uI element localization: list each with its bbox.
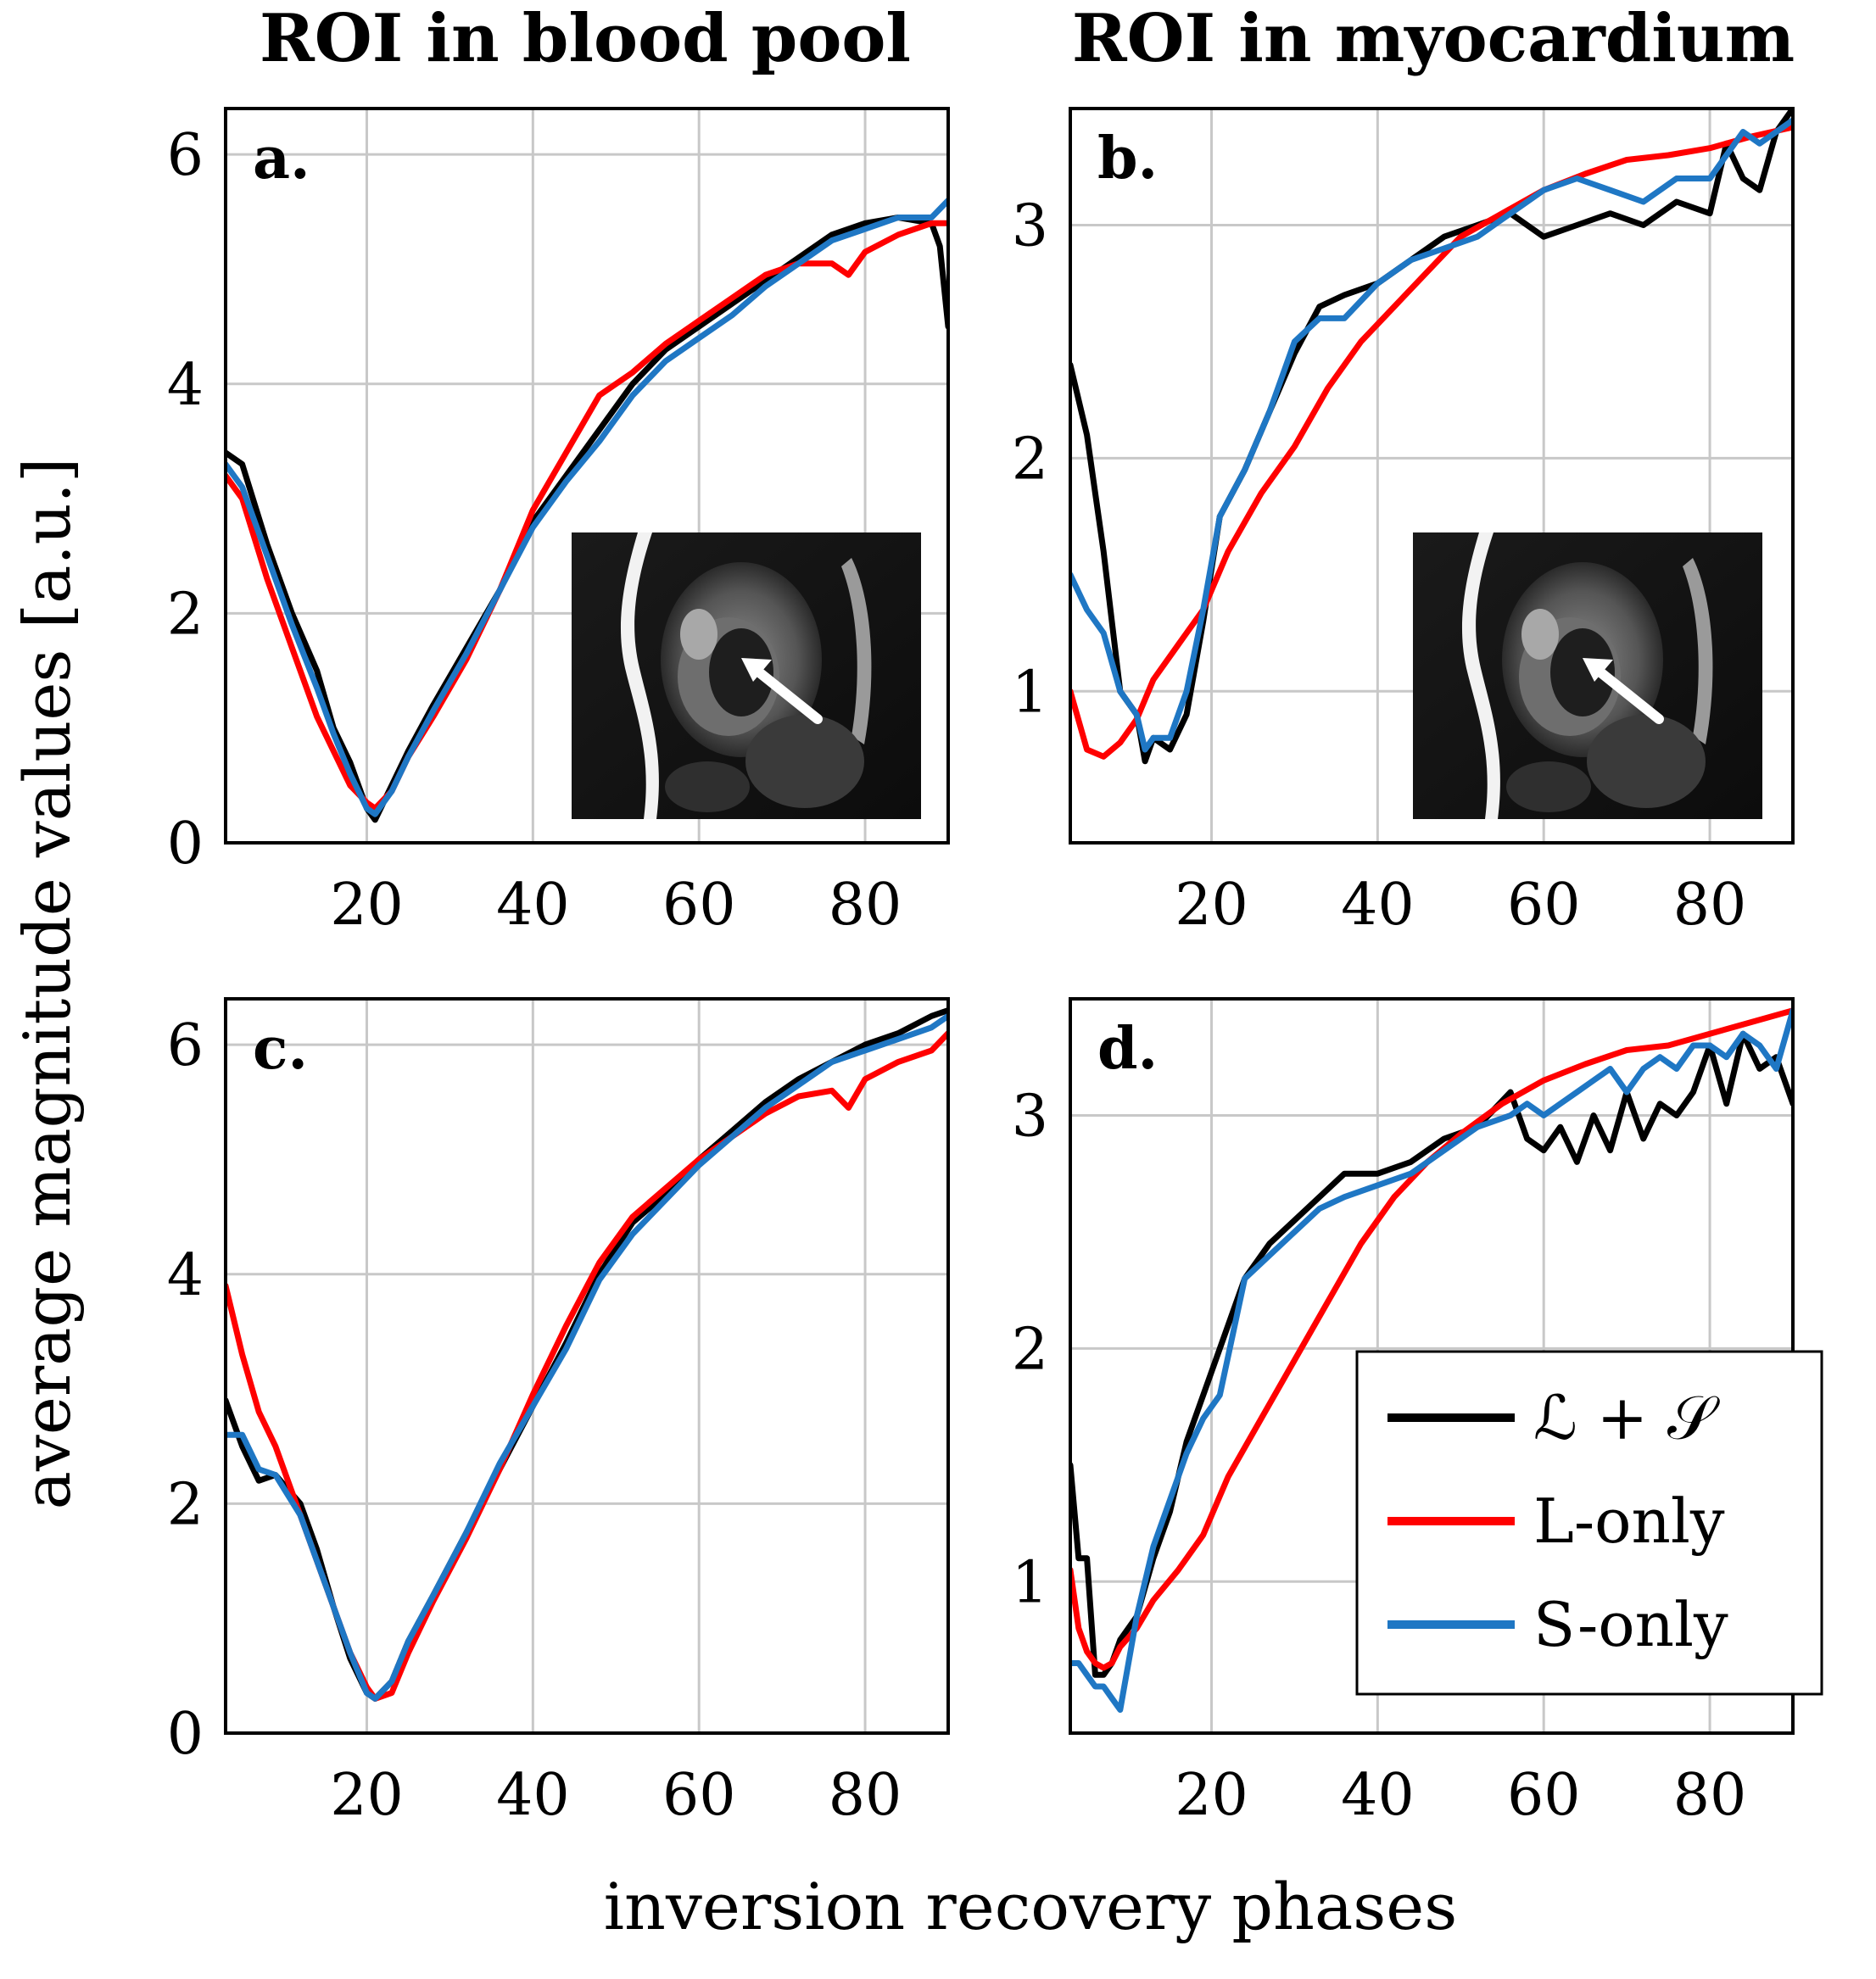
panel-b-chart: 20 40 60 80 1 2 3 b. (1012, 107, 1795, 939)
panel-b-xtick-label: 20 (1175, 872, 1248, 939)
panel-b-inset (1413, 532, 1762, 819)
column-title-myocardium: ROI in myocardium (1072, 0, 1795, 77)
panel-b-series-ls (1070, 109, 1793, 765)
panel-c-chart: 20 40 60 80 0 2 4 6 c. (167, 997, 950, 1829)
panel-b-xtick-label: 60 (1507, 872, 1581, 939)
y-axis-title: average magnitude values [a.u.] (9, 458, 85, 1510)
panel-a-letter: a. (253, 125, 310, 192)
panel-b-ytick-label: 3 (1012, 192, 1048, 259)
panel-c-xtick-label: 80 (829, 1762, 902, 1829)
panel-d-letter: d. (1097, 1015, 1158, 1083)
panel-d-xtick-label: 60 (1507, 1762, 1581, 1829)
panel-c-ytick-label: 6 (167, 1012, 204, 1079)
panel-a-ytick-label: 0 (167, 811, 204, 878)
panel-a-xtick-label: 80 (829, 872, 902, 939)
panel-c-ticks: 20 40 60 80 0 2 4 6 (167, 1012, 902, 1829)
legend-label-ls: ℒ + 𝒮 (1533, 1382, 1720, 1453)
panel-a-series-l-only (226, 220, 948, 811)
panel-d-series-l-only (1070, 1007, 1793, 1671)
panel-b-series-l-only (1070, 124, 1793, 760)
panel-d-ytick-label: 2 (1012, 1316, 1048, 1383)
panel-b-series (1070, 109, 1793, 765)
panel-b-series-s-only (1070, 117, 1793, 753)
panel-d-ticks: 20 40 60 80 1 2 3 (1012, 1083, 1747, 1829)
panel-c-xtick-label: 40 (496, 1762, 570, 1829)
panel-c-xtick-label: 20 (330, 1762, 404, 1829)
panel-b-xtick-label: 80 (1673, 872, 1747, 939)
panel-d-xtick-label: 20 (1175, 1762, 1248, 1829)
panel-c-xtick-label: 60 (662, 1762, 736, 1829)
panel-a-ytick-label: 2 (167, 581, 204, 648)
column-title-blood-pool: ROI in blood pool (260, 0, 911, 77)
panel-c-letter: c. (253, 1015, 308, 1083)
panel-d-series-ls (1070, 1030, 1793, 1678)
panel-b-ticks: 20 40 60 80 1 2 3 (1012, 192, 1747, 939)
panel-a-ytick-label: 6 (167, 122, 204, 189)
panel-a-inset (572, 532, 921, 819)
panel-c-grid (226, 999, 948, 1735)
legend: ℒ + 𝒮 L-only S-only (1355, 1350, 1823, 1696)
panel-a-ytick-label: 4 (167, 352, 204, 419)
panel-a-xtick-label: 40 (496, 872, 570, 939)
panel-a-series (226, 197, 948, 823)
panel-d-series-s-only (1070, 1007, 1793, 1713)
x-axis-title: inversion recovery phases (604, 1869, 1458, 1944)
panel-c-ytick-label: 0 (167, 1701, 204, 1768)
panel-c-ytick-label: 4 (167, 1242, 204, 1309)
panel-a-frame (224, 107, 950, 845)
legend-label-l: L-only (1533, 1486, 1725, 1557)
legend-label-s: S-only (1533, 1589, 1728, 1660)
panel-a-chart: 20 40 60 80 0 2 4 6 a. (167, 107, 950, 939)
panel-b-ytick-label: 2 (1012, 426, 1048, 493)
panel-c-frame (224, 997, 950, 1735)
panel-b-ytick-label: 1 (1012, 659, 1048, 726)
panel-a-ticks: 20 40 60 80 0 2 4 6 (167, 122, 902, 939)
panel-d-xtick-label: 80 (1673, 1762, 1747, 1829)
panel-d-series (1070, 1007, 1793, 1713)
panel-d-xtick-label: 40 (1341, 1762, 1415, 1829)
panel-a-series-s-only (226, 197, 948, 817)
panel-d-ytick-label: 1 (1012, 1549, 1048, 1616)
panel-a-series-ls (226, 215, 948, 823)
panel-c-series (226, 1007, 948, 1702)
panel-c-series-s-only (226, 1012, 948, 1702)
panel-a-xtick-label: 20 (330, 872, 404, 939)
panel-b-frame (1069, 107, 1795, 845)
panel-c-ytick-label: 2 (167, 1471, 204, 1538)
panel-c-series-ls (226, 1007, 948, 1702)
panel-b-xtick-label: 40 (1341, 872, 1415, 939)
panel-d-ytick-label: 3 (1012, 1083, 1048, 1150)
panel-b-letter: b. (1097, 125, 1158, 192)
panel-a-xtick-label: 60 (662, 872, 736, 939)
